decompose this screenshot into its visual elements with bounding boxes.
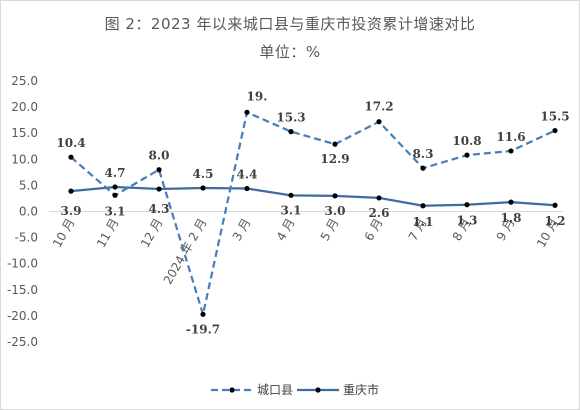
series-line-chongqing bbox=[70, 185, 556, 207]
data-point-chongqing bbox=[200, 185, 206, 191]
data-label-chengkou: 17.2 bbox=[364, 100, 393, 114]
x-tick-label: 5 月 bbox=[318, 216, 342, 243]
data-point-chengkou bbox=[332, 141, 338, 147]
data-label-chongqing: 1.8 bbox=[501, 211, 522, 225]
data-point-chongqing bbox=[68, 188, 74, 194]
y-tick-label: -5.0 bbox=[15, 231, 38, 245]
data-label-chengkou: 15.5 bbox=[540, 110, 569, 124]
x-tick-label: 3 月 bbox=[230, 216, 254, 243]
data-label-chongqing: 4.3 bbox=[149, 202, 170, 216]
series-line-chengkou bbox=[70, 110, 556, 319]
data-point-chengkou bbox=[112, 192, 118, 198]
data-label-chongqing: 3.0 bbox=[325, 204, 346, 218]
data-label-chongqing: 1.1 bbox=[413, 215, 434, 229]
y-tick-label: 0.0 bbox=[19, 205, 38, 219]
data-point-chengkou bbox=[420, 165, 426, 171]
y-tick-label: 15.0 bbox=[11, 126, 38, 140]
data-point-chengkou bbox=[200, 311, 206, 317]
x-tick-label: 10 月 bbox=[50, 216, 78, 250]
x-tick-label: 11 月 bbox=[94, 216, 122, 250]
data-label-chengkou: -19.7 bbox=[186, 322, 220, 336]
data-point-chengkou bbox=[376, 119, 382, 125]
x-tick-label: 4 月 bbox=[274, 216, 298, 243]
y-tick-label: -10.0 bbox=[7, 257, 38, 271]
data-point-chongqing bbox=[156, 186, 162, 192]
data-point-chongqing bbox=[464, 202, 470, 208]
x-tick-label: 2024 年 2 月 bbox=[161, 216, 210, 287]
y-tick-label: 10.0 bbox=[11, 152, 38, 166]
data-label-chongqing: 4.7 bbox=[105, 166, 126, 180]
chart-title: 图 2：2023 年以来城口县与重庆市投资累计增速对比 bbox=[104, 15, 476, 33]
data-point-chongqing bbox=[288, 192, 294, 198]
data-point-chengkou bbox=[552, 127, 558, 134]
data-label-chongqing: 4.4 bbox=[237, 168, 258, 182]
data-label-chongqing: 2.6 bbox=[369, 206, 390, 220]
data-point-chongqing bbox=[420, 203, 426, 209]
data-point-chongqing bbox=[508, 199, 514, 205]
y-tick-label: 5.0 bbox=[19, 178, 38, 192]
data-point-chengkou bbox=[464, 152, 470, 158]
y-tick-label: -25.0 bbox=[7, 335, 38, 349]
data-label-chengkou: 10.4 bbox=[56, 136, 85, 150]
data-point-chongqing bbox=[244, 185, 250, 192]
data-label-chongqing: 3.1 bbox=[281, 203, 302, 217]
data-point-chongqing bbox=[552, 202, 558, 208]
y-tick-label: -15.0 bbox=[7, 283, 38, 297]
legend-label-chengkou: 城口县 bbox=[257, 383, 293, 397]
data-label-chongqing: 1.3 bbox=[457, 214, 478, 228]
chart-unit-label: 单位：% bbox=[259, 43, 321, 61]
y-tick-label: -20.0 bbox=[7, 309, 38, 323]
data-point-chongqing bbox=[112, 184, 118, 190]
data-point-chengkou bbox=[288, 129, 294, 135]
x-tick-label: 6 月 bbox=[362, 216, 386, 243]
data-label-chengkou: 15.3 bbox=[276, 111, 305, 125]
x-tick-label: 12 月 bbox=[138, 216, 166, 250]
data-label-chengkou: 3.1 bbox=[105, 204, 126, 218]
data-label-chengkou: 8.0 bbox=[149, 149, 170, 163]
data-label-chengkou: 19. bbox=[247, 89, 268, 103]
data-label-chongqing: 3.9 bbox=[61, 204, 82, 218]
data-point-chengkou bbox=[244, 109, 250, 115]
data-point-chengkou bbox=[508, 148, 514, 154]
data-point-chongqing bbox=[376, 195, 382, 201]
legend-marker-chengkou bbox=[229, 387, 235, 393]
data-label-chengkou: 8.3 bbox=[413, 147, 434, 161]
y-tick-label: 25.0 bbox=[11, 74, 38, 88]
y-tick-label: 20.0 bbox=[11, 100, 38, 114]
data-label-chongqing: 4.5 bbox=[193, 167, 214, 181]
data-point-chongqing bbox=[332, 193, 338, 199]
legend-label-chongqing: 重庆市 bbox=[343, 382, 379, 397]
legend-marker-chongqing bbox=[315, 387, 321, 393]
data-label-chengkou: 12.9 bbox=[320, 152, 349, 166]
data-label-chengkou: 11.6 bbox=[496, 130, 525, 144]
data-point-chengkou bbox=[68, 154, 74, 160]
data-label-chongqing: 1.2 bbox=[545, 214, 566, 228]
data-label-chengkou: 10.8 bbox=[452, 134, 481, 148]
data-point-chengkou bbox=[156, 167, 162, 173]
